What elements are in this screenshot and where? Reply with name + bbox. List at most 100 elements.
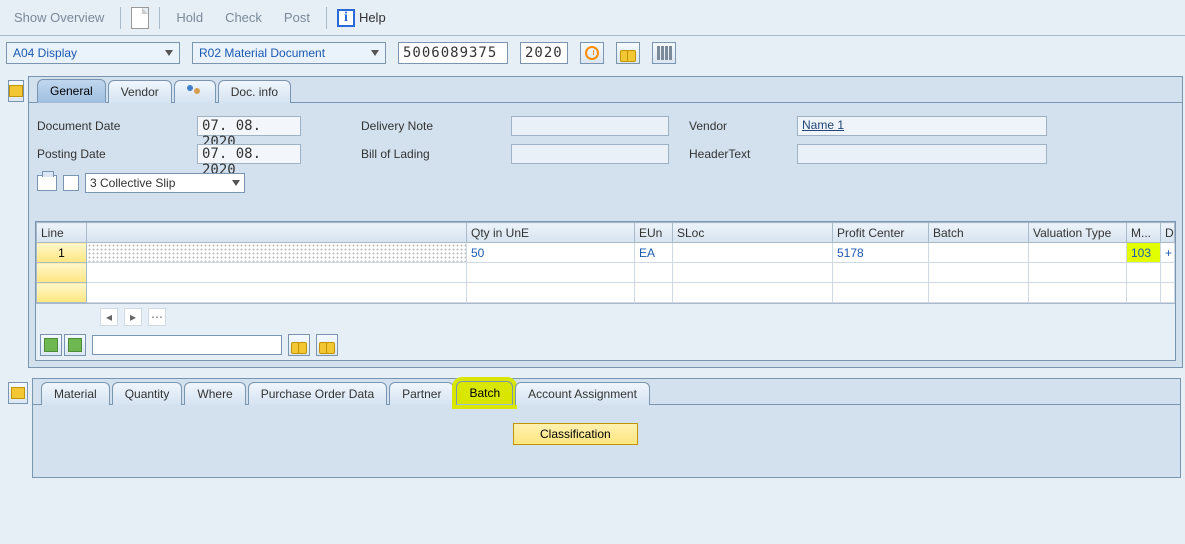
- posting-date-label: Posting Date: [37, 147, 197, 161]
- collapse-header-button[interactable]: [8, 80, 24, 102]
- header-text-field[interactable]: [797, 144, 1047, 164]
- cell-line[interactable]: 1: [37, 243, 87, 263]
- tab-material[interactable]: Material: [41, 382, 110, 405]
- classification-button[interactable]: Classification: [513, 423, 638, 445]
- col-profit[interactable]: Profit Center: [833, 223, 929, 243]
- print-option-label: 3 Collective Slip: [90, 176, 175, 190]
- vendor-label: Vendor: [689, 119, 797, 133]
- printer-icon[interactable]: [37, 175, 57, 191]
- action-dropdown-label: A04 Display: [13, 46, 77, 60]
- tab-quantity[interactable]: Quantity: [112, 382, 183, 405]
- col-batch[interactable]: Batch: [929, 223, 1029, 243]
- separator: [120, 7, 121, 29]
- delivery-note-field[interactable]: [511, 116, 669, 136]
- people-icon: [187, 85, 203, 99]
- tab-partner[interactable]: Partner: [389, 382, 454, 405]
- tab-account[interactable]: Account Assignment: [515, 382, 650, 405]
- header-form: Document Date 07. 08. 2020 Delivery Note…: [29, 103, 1182, 201]
- table-row[interactable]: [37, 263, 1175, 283]
- grid-find-button[interactable]: [288, 334, 310, 356]
- select-all-button[interactable]: [40, 334, 62, 356]
- grid-header-row: Line Qty in UnE EUn SLoc Profit Center B…: [37, 223, 1175, 243]
- tab-people[interactable]: [174, 80, 216, 103]
- cell-qty[interactable]: 50: [467, 243, 635, 263]
- cell-batch[interactable]: [929, 243, 1029, 263]
- header-panel-wrap: General Vendor Doc. info Document Date 0…: [0, 76, 1185, 372]
- detail-panel: Material Quantity Where Purchase Order D…: [32, 378, 1181, 478]
- separator: [326, 7, 327, 29]
- grid-toolbar: [36, 330, 1175, 360]
- grid-footer: ◂ ▸ ⋯: [36, 303, 1175, 330]
- cell-valuation[interactable]: [1029, 243, 1127, 263]
- vendor-name-field[interactable]: Name 1: [797, 116, 1047, 136]
- cell-d[interactable]: +: [1161, 243, 1175, 263]
- collapse-detail-button[interactable]: [8, 382, 28, 404]
- col-desc[interactable]: [87, 223, 467, 243]
- cell-desc[interactable]: [87, 243, 467, 263]
- execute-button[interactable]: [580, 42, 604, 64]
- header-tabrow: General Vendor Doc. info: [29, 77, 1182, 103]
- col-qty[interactable]: Qty in UnE: [467, 223, 635, 243]
- new-document-icon[interactable]: [131, 7, 149, 29]
- col-valuation[interactable]: Valuation Type: [1029, 223, 1127, 243]
- binoculars-icon: [620, 46, 636, 60]
- tab-batch[interactable]: Batch: [456, 381, 513, 405]
- refdoc-dropdown[interactable]: R02 Material Document: [192, 42, 386, 64]
- selector-bar: A04 Display R02 Material Document 500608…: [0, 36, 1185, 76]
- table-row[interactable]: [37, 283, 1175, 303]
- clock-icon: [585, 46, 599, 60]
- columns-icon: [657, 46, 672, 60]
- col-sloc[interactable]: SLoc: [673, 223, 833, 243]
- col-eun[interactable]: EUn: [635, 223, 673, 243]
- detail-body: Classification: [33, 405, 1180, 465]
- separator: [159, 7, 160, 29]
- tab-po-data[interactable]: Purchase Order Data: [248, 382, 387, 405]
- item-grid: Line Qty in UnE EUn SLoc Profit Center B…: [35, 221, 1176, 361]
- grid-pager: ◂ ▸ ⋯: [100, 308, 166, 326]
- page-more-button[interactable]: ⋯: [148, 308, 166, 326]
- tab-docinfo[interactable]: Doc. info: [218, 80, 291, 103]
- chevron-down-icon: [371, 50, 379, 56]
- menu-show-overview[interactable]: Show Overview: [8, 6, 110, 29]
- bill-of-lading-label: Bill of Lading: [361, 147, 511, 161]
- menu-post[interactable]: Post: [278, 6, 316, 29]
- chevron-down-icon: [232, 180, 240, 186]
- action-dropdown[interactable]: A04 Display: [6, 42, 180, 64]
- cell-profit[interactable]: 5178: [833, 243, 929, 263]
- binoculars-icon: [319, 338, 335, 352]
- col-d[interactable]: D: [1161, 223, 1175, 243]
- chevron-down-icon: [165, 50, 173, 56]
- print-checkbox[interactable]: [63, 175, 79, 191]
- info-icon: i: [337, 9, 355, 27]
- grid-find-next-button[interactable]: [316, 334, 338, 356]
- detail-tabrow: Material Quantity Where Purchase Order D…: [33, 379, 1180, 405]
- doc-number-field[interactable]: 5006089375: [398, 42, 508, 64]
- menu-bar: Show Overview Hold Check Post i Help: [0, 0, 1185, 36]
- tab-vendor[interactable]: Vendor: [108, 80, 172, 103]
- print-option-dropdown[interactable]: 3 Collective Slip: [85, 173, 245, 193]
- tab-general[interactable]: General: [37, 79, 106, 103]
- delivery-note-label: Delivery Note: [361, 119, 511, 133]
- menu-hold[interactable]: Hold: [170, 6, 209, 29]
- menu-check[interactable]: Check: [219, 6, 268, 29]
- page-next-button[interactable]: ▸: [124, 308, 142, 326]
- page-prev-button[interactable]: ◂: [100, 308, 118, 326]
- posting-date-field[interactable]: 07. 08. 2020: [197, 144, 301, 164]
- layout-button[interactable]: [652, 42, 676, 64]
- col-m[interactable]: M...: [1127, 223, 1161, 243]
- cell-m[interactable]: 103: [1127, 243, 1161, 263]
- cell-sloc[interactable]: [673, 243, 833, 263]
- table-row[interactable]: 1 50 EA 5178 103 +: [37, 243, 1175, 263]
- document-date-field[interactable]: 07. 08. 2020: [197, 116, 301, 136]
- tab-where[interactable]: Where: [184, 382, 245, 405]
- deselect-all-button[interactable]: [64, 334, 86, 356]
- bill-of-lading-field[interactable]: [511, 144, 669, 164]
- year-field[interactable]: 2020: [520, 42, 568, 64]
- refdoc-dropdown-label: R02 Material Document: [199, 46, 325, 60]
- vendor-name-link[interactable]: Name 1: [802, 118, 844, 132]
- col-line[interactable]: Line: [37, 223, 87, 243]
- grid-filter-input[interactable]: [92, 335, 282, 355]
- find-button[interactable]: [616, 42, 640, 64]
- menu-help[interactable]: i Help: [337, 9, 386, 27]
- cell-eun[interactable]: EA: [635, 243, 673, 263]
